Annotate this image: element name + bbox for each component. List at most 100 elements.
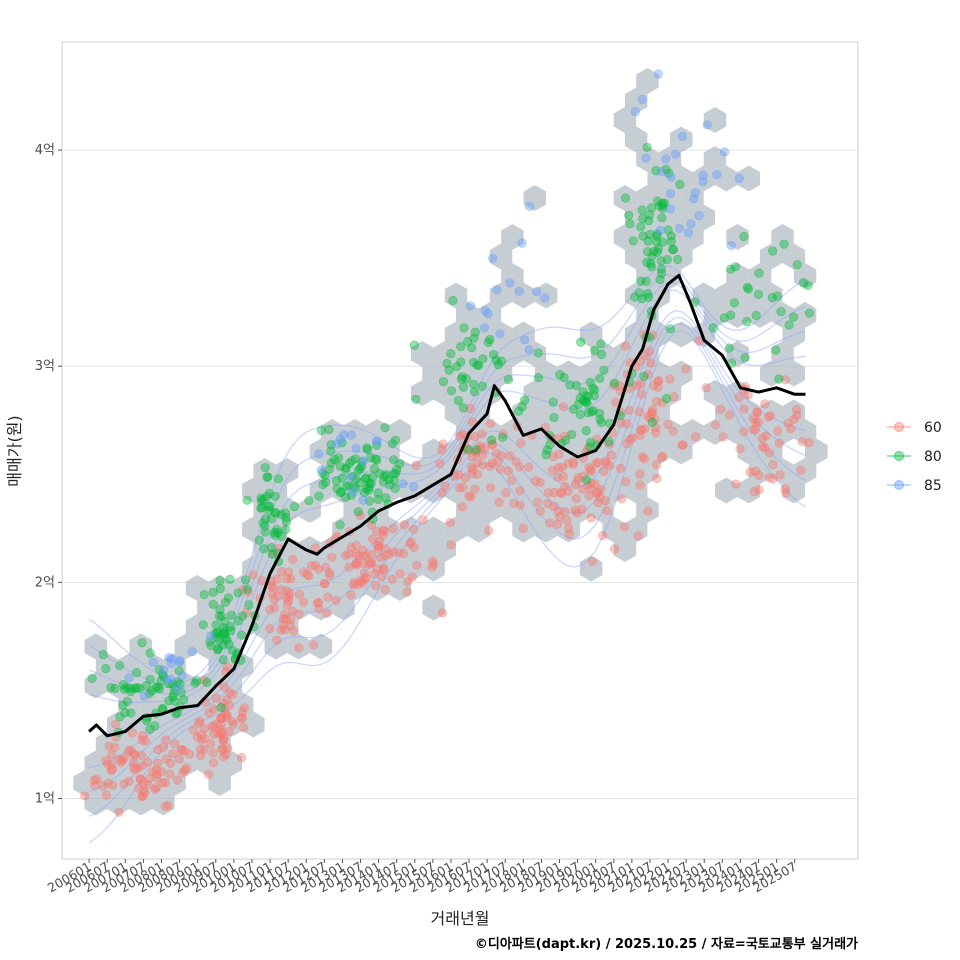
point-60 [710,420,721,430]
hexbin [703,107,727,133]
point-60 [718,432,728,442]
point-60 [265,623,275,634]
hexbin [411,458,434,484]
point-80 [281,524,291,535]
hexbin [129,750,153,777]
point-60 [220,703,230,714]
point-80 [446,349,456,359]
point-85 [719,147,730,157]
point-60 [269,603,279,613]
trend-line-layer [88,273,806,738]
point-85 [698,177,708,187]
hexbin [152,672,175,699]
point-80 [673,254,683,264]
point-80 [276,531,286,542]
point-80 [335,488,345,498]
point-80 [347,471,358,482]
point-60 [208,748,218,758]
point-60 [324,570,335,581]
point-80 [364,485,374,495]
point-80 [220,616,230,627]
point-85 [666,172,676,182]
point-80 [101,663,111,674]
hexbin [579,360,603,387]
point-80 [217,611,227,621]
hexbin [478,302,502,328]
point-60 [107,750,117,760]
hexbin [456,302,479,328]
point-60 [609,381,619,391]
point-80 [469,387,480,397]
point-80 [257,502,267,513]
point-60 [412,560,422,570]
point-60 [127,728,137,738]
hexbin [636,458,659,484]
legend-label-60: 60 [924,420,942,436]
point-80 [373,488,383,498]
point-85 [653,69,664,79]
point-80 [675,179,685,189]
point-80 [260,521,270,531]
point-60 [602,506,612,516]
hexbin [613,185,637,211]
point-60 [796,465,806,475]
hexbin [579,321,603,348]
point-80 [658,203,668,213]
hexbin [523,497,547,523]
hexbin [84,789,107,816]
point-60 [327,552,337,563]
hexbin [523,380,547,406]
point-60 [207,722,217,732]
point-80 [477,381,488,391]
point-60 [498,429,508,439]
hexbin [523,341,547,367]
point-80 [233,588,243,598]
point-80 [289,502,300,512]
point-85 [674,223,685,233]
hexbin [253,536,276,562]
point-80 [620,193,631,203]
point-80 [446,386,457,396]
point-80 [661,164,671,174]
point-60 [294,643,304,653]
point-80 [135,683,145,694]
point-85 [351,443,361,453]
hexbin [118,770,141,796]
hexbin [185,731,209,757]
point-80 [320,470,330,480]
point-60 [503,466,514,476]
point-80 [242,495,252,505]
point-60 [735,444,745,454]
point-60 [161,735,171,745]
point-80 [489,350,499,360]
point-60 [620,341,631,351]
point-60 [98,781,108,791]
point-85 [173,683,183,693]
point-60 [485,461,495,471]
hexbin [140,692,164,718]
point-60 [101,790,111,800]
point-85 [637,94,647,105]
hexbin [230,692,254,718]
point-80 [636,222,646,232]
point-60 [204,708,214,718]
hexbin [771,341,794,367]
point-60 [739,404,749,414]
point-60 [176,745,186,755]
point-80 [341,492,351,502]
point-85 [164,652,174,663]
point-60 [309,640,319,650]
legend-label-85: 85 [924,478,942,494]
hexbin [534,438,558,465]
point-60 [600,496,611,506]
point-60 [557,462,567,472]
point-60 [124,776,134,786]
point-80 [395,459,405,469]
hexbin [760,438,783,465]
point-60 [387,574,397,584]
point-80 [503,374,514,385]
density-contour [88,316,806,793]
point-85 [657,167,667,177]
point-60 [377,571,387,582]
point-80 [776,307,786,317]
